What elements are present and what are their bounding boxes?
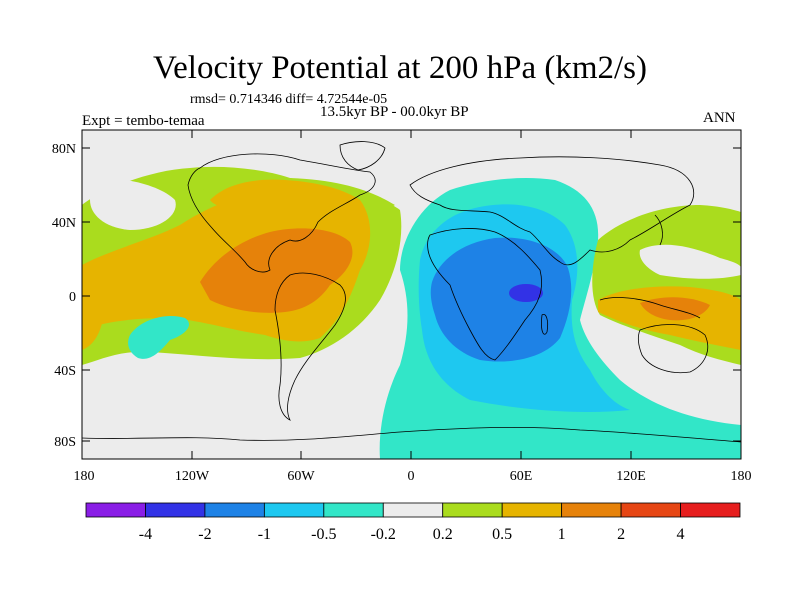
colorbar-swatch	[680, 502, 741, 518]
colorbar-label: 4	[677, 526, 685, 543]
colorbar-swatch	[263, 502, 325, 518]
coast-north-america	[187, 153, 376, 273]
contour-orange-core	[200, 228, 353, 313]
contour-grey-east	[639, 244, 741, 279]
lat-label-80n: 80N	[52, 142, 76, 157]
season-label: ANN	[703, 110, 736, 126]
colorbar-swatch	[501, 502, 563, 518]
experiment-label: Expt = tembo-temaa	[82, 113, 205, 129]
coast-africa	[427, 228, 542, 361]
coast-indonesia	[599, 297, 701, 319]
coast-japan	[654, 214, 663, 246]
lat-label-40n: 40N	[52, 216, 76, 231]
contour-darkblue-core	[509, 284, 543, 302]
coast-madagascar	[541, 313, 549, 335]
contour-grey-pacific	[90, 178, 176, 230]
coast-antarctica	[82, 426, 741, 443]
contour-yellow-north	[210, 179, 360, 210]
colorbar-swatch	[561, 502, 622, 518]
colorbar-swatch	[382, 502, 444, 518]
lat-labels: 80N 40N 0 40S 80S	[52, 142, 76, 450]
lat-ticks	[82, 147, 741, 442]
lon-label-180e: 180	[731, 469, 752, 484]
lat-label-80s: 80S	[54, 435, 76, 450]
colorbar-swatch	[620, 502, 681, 518]
coastlines	[82, 141, 741, 443]
colorbar-label: -4	[139, 526, 152, 543]
lon-ticks	[81, 130, 742, 459]
colorbar-label: -0.2	[371, 526, 396, 543]
colorbar-label: -1	[258, 526, 271, 543]
contour-teal-southpacific	[128, 315, 190, 359]
lon-labels: 180 120W 60W 0 60E 120E 180	[74, 469, 752, 484]
colorbar-swatch	[204, 502, 265, 518]
coast-eurasia	[409, 156, 695, 266]
colorbar-label: -0.5	[311, 526, 336, 543]
colorbar: -4 -2 -1 -0.5 -0.2 0.2 0.5 1 2 4	[85, 502, 741, 543]
lon-label-120w: 120W	[175, 469, 210, 484]
rmsd-diff-stats: rmsd= 0.714346 diff= 4.72544e-05	[190, 92, 388, 107]
lon-label-180w: 180	[74, 469, 95, 484]
contour-yellow-edge	[82, 289, 105, 350]
contour-blue-east	[430, 237, 572, 362]
contour-field	[82, 130, 741, 459]
colorbar-label: -2	[198, 526, 211, 543]
colorbar-label: 0.2	[433, 526, 453, 543]
colorbar-swatch	[85, 502, 146, 518]
lat-label-40s: 40S	[54, 364, 76, 379]
colorbar-swatch	[442, 502, 503, 518]
page-title: Velocity Potential at 200 hPa (km2/s)	[152, 50, 648, 86]
coast-australia	[637, 324, 709, 374]
lon-label-60w: 60W	[287, 469, 315, 484]
lon-label-120e: 120E	[616, 469, 646, 484]
colorbar-label: 1	[558, 526, 566, 543]
coast-south-america	[274, 272, 346, 421]
period-label: 13.5kyr BP - 00.0kyr BP	[320, 104, 469, 120]
colorbar-swatch	[145, 502, 206, 518]
colorbar-label: 0.5	[492, 526, 512, 543]
coast-greenland	[339, 141, 386, 171]
colorbar-label: 2	[617, 526, 625, 543]
colorbar-swatch	[323, 502, 384, 518]
lon-label-0: 0	[408, 469, 415, 484]
lat-label-0: 0	[69, 290, 76, 305]
lon-label-60e: 60E	[510, 469, 533, 484]
